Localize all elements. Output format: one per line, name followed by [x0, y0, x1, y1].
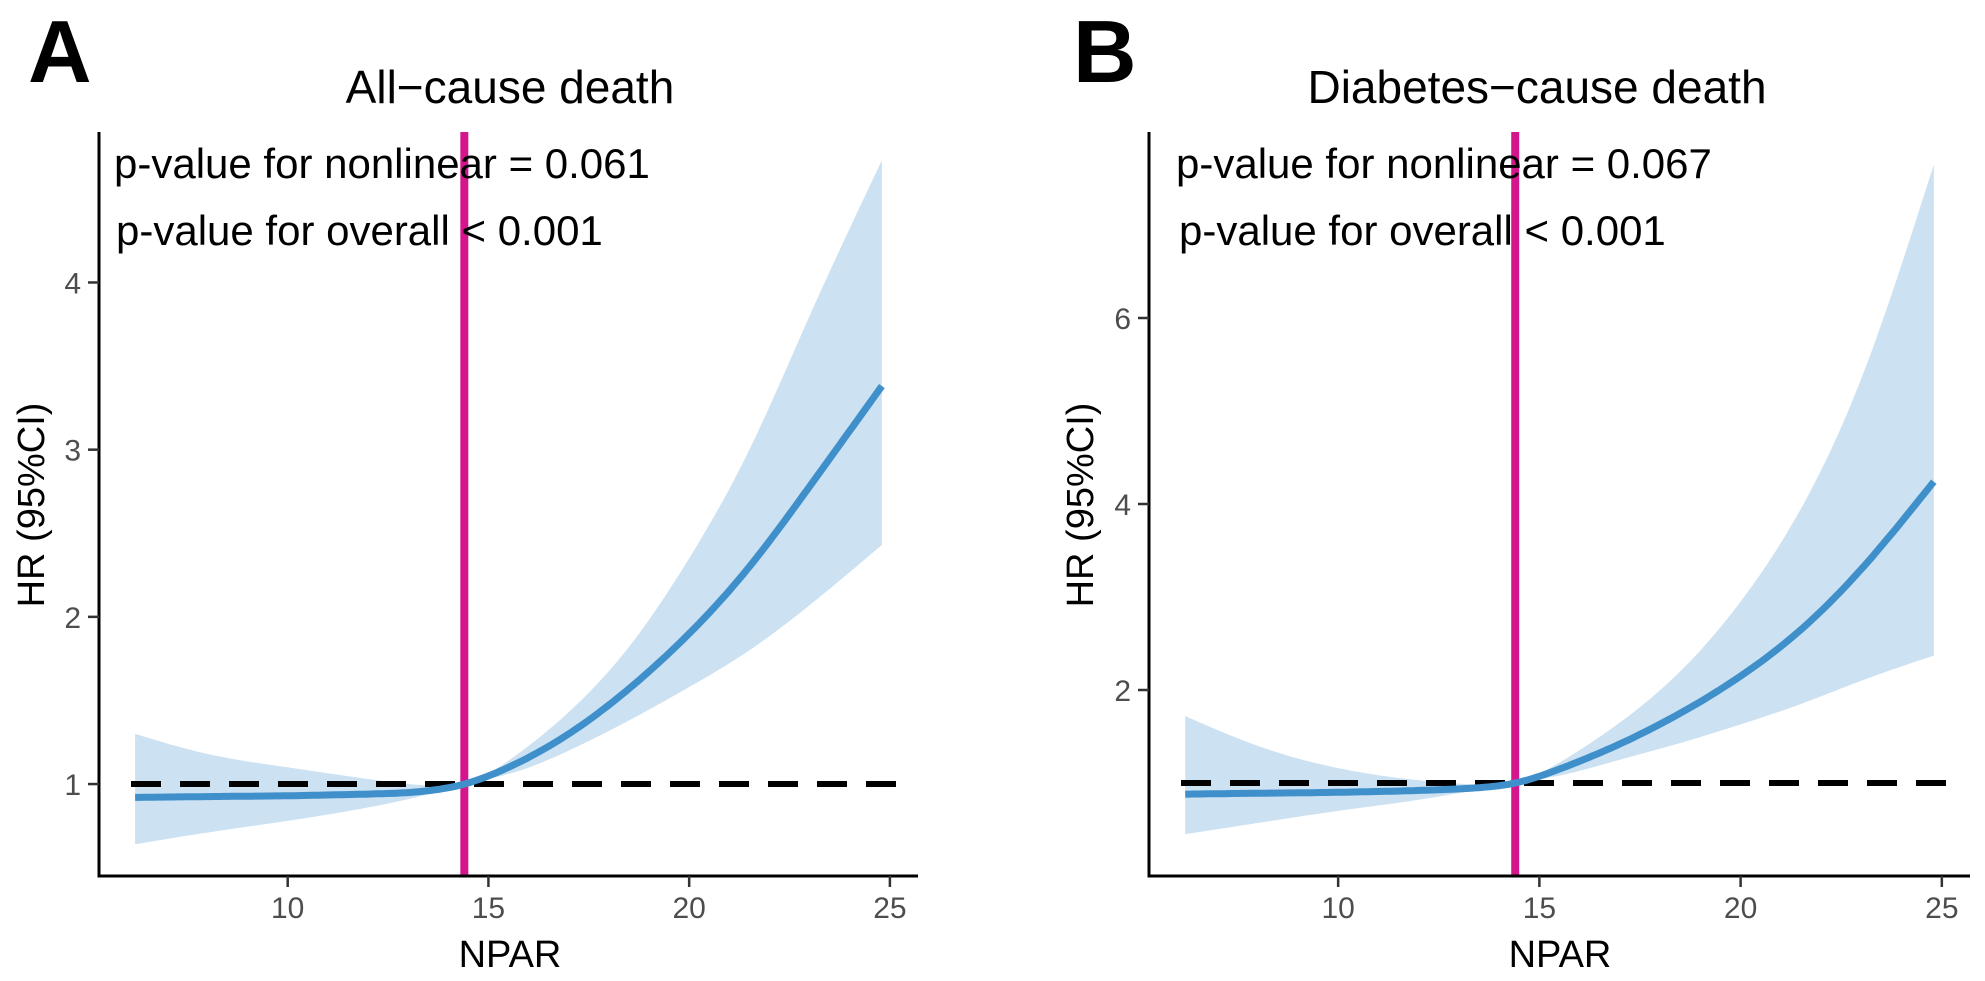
panel-b-x-tick-label-25: 25: [1925, 892, 1958, 925]
panel-b-title: Diabetes−cause death: [1307, 61, 1766, 113]
panel-b-refline-layer: [1181, 132, 1962, 876]
panel-a-x-tick-label-25: 25: [873, 892, 906, 925]
panel-a-hr-line-0: [135, 384, 885, 801]
panel-a-annotation-overall: p-value for overall < 0.001: [116, 207, 603, 254]
panel-b-annotation-overall: p-value for overall < 0.001: [1179, 207, 1666, 254]
panel-a-axis-layer: 10 15 20 25 1 2 3 4: [64, 132, 918, 925]
panel-a-y-tick-label-3: 3: [64, 435, 81, 468]
panel-a-y-tick-label-1: 1: [64, 769, 81, 802]
panel-a-letter: A: [28, 2, 92, 101]
panel-b-x-tick-label-10: 10: [1321, 892, 1354, 925]
panel-b-ci-band-0: [1185, 164, 1934, 835]
panel-b-annotation-nonlinear: p-value for nonlinear = 0.067: [1176, 140, 1712, 187]
panel-a-band-layer: [135, 160, 882, 845]
panel-b-y-tick-label-2: 2: [1114, 675, 1131, 708]
panel-a-x-tick-label-20: 20: [672, 892, 705, 925]
panel-b-x-tick-label-20: 20: [1724, 892, 1757, 925]
panel-b-ylabel: HR (95%CI): [1060, 403, 1102, 608]
panel-b-y-tick-label-4: 4: [1114, 489, 1131, 522]
panel-b-xlabel: NPAR: [1509, 934, 1612, 976]
panel-b-line-layer: [1185, 479, 1937, 798]
panel-a-refline-layer: [131, 132, 910, 876]
panel-b-y-tick-label-6: 6: [1114, 303, 1131, 336]
panel-b-band-layer: [1185, 164, 1934, 835]
panel-b: B Diabetes−cause death 10 15 20 25 2 4 6 p-val…: [1060, 2, 1970, 976]
panel-a-x-tick-label-10: 10: [271, 892, 304, 925]
panel-a-xlabel: NPAR: [459, 934, 562, 976]
panel-b-letter: B: [1073, 2, 1137, 101]
panel-a-ylabel: HR (95%CI): [11, 403, 53, 608]
panel-b-axis-layer: 10 15 20 25 2 4 6: [1114, 132, 1970, 925]
panel-b-hr-line-0: [1185, 479, 1937, 798]
panel-b-x-tick-label-15: 15: [1523, 892, 1556, 925]
panel-a-y-tick-label-4: 4: [64, 267, 81, 300]
panel-a-y-tick-label-2: 2: [64, 602, 81, 635]
panel-a-title: All−cause death: [346, 61, 675, 113]
panel-a-line-layer: [135, 384, 885, 801]
panel-a: A All−cause death 10 15 20 25 1 2 3 4 p-value f…: [11, 2, 918, 976]
panel-a-ci-band-0: [135, 160, 882, 845]
panel-a-x-tick-label-15: 15: [472, 892, 505, 925]
panel-a-annotation-nonlinear: p-value for nonlinear = 0.061: [114, 140, 650, 187]
